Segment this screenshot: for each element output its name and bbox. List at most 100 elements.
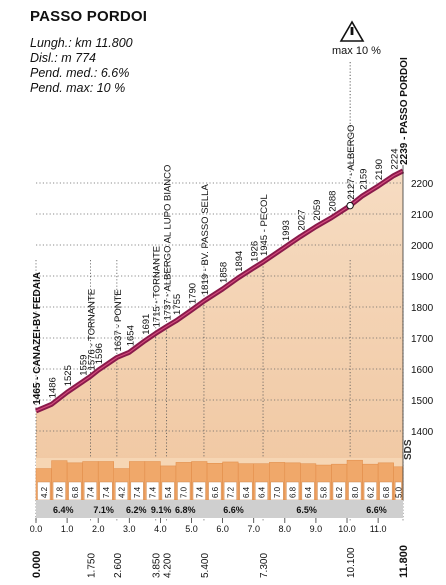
y-tick-label: 1900: [411, 272, 434, 283]
y-tick-label: 1500: [411, 396, 434, 407]
x-tick-label: 6.0: [216, 524, 229, 534]
profile-line-highlight: [35, 170, 404, 412]
segment-slope-label: 7.4: [86, 486, 95, 498]
x-tick-label: 4.0: [154, 524, 167, 534]
distance-marks: 0.000 1.750 2.600 3.850 4.200 5.400 7.300 10.10…: [31, 545, 410, 578]
x-axis-ticks: 0.0 1.0 2.0 3.0 4.0 5.0 6.0 7.0 8.0 9.0 10.0 11.0: [30, 518, 387, 534]
point-labels: 1465 - CANAZEI-BV FEDAIA 1486 1525 15591576…: [32, 57, 410, 405]
sds-logo: SDS: [403, 439, 414, 460]
point-label: 1993: [281, 220, 292, 241]
max-slope-point: [346, 201, 354, 210]
segment-slope-label: 7.4: [102, 486, 111, 498]
point-label: 2239 - PASSO PORDOI: [399, 57, 410, 165]
segment-slope-label: 7.4: [133, 486, 142, 498]
y-tick-label: 2000: [411, 241, 434, 252]
segment-slope-label: 5.4: [164, 486, 173, 498]
slope-band: 4.2 7.8 6.8 7.4 7.4 4.2 7.4 7.4 5.4 7.0 7.4 6.6 7.2 6…: [35, 458, 403, 518]
point-label: 1637 - PONTE: [113, 289, 124, 351]
point-label: 2127 - ALBERGO: [346, 125, 357, 200]
segment-slope-label: 5.8: [320, 486, 329, 498]
max-gradient-label: max 10 %: [332, 45, 381, 57]
segment-slope-label: 4.2: [40, 486, 49, 498]
x-tick-label: 10.0: [338, 524, 356, 534]
y-tick-label: 1800: [411, 303, 434, 314]
segment-slope-label: 7.0: [180, 486, 189, 498]
point-label: 1559: [79, 355, 90, 376]
point-label: 1654: [125, 325, 136, 346]
point-label: 2088: [327, 191, 338, 212]
segment-slope-label: 6.2: [366, 486, 375, 498]
section-slope-strip: [36, 500, 403, 518]
stat-length: Lungh.: km 11.800: [30, 36, 133, 50]
distance-mark-label: 11.800: [398, 545, 410, 578]
x-tick-label: 7.0: [247, 524, 260, 534]
segment-slope-label: 6.6: [211, 486, 220, 498]
section-slope-label: 6.6%: [366, 505, 387, 515]
segment-slope-label: 6.8: [382, 486, 391, 498]
profile-area: [36, 170, 403, 461]
point-label: 1715 - TORNANTE: [152, 246, 163, 327]
point-label: 1486: [48, 377, 59, 398]
x-tick-label: 5.0: [185, 524, 198, 534]
section-slope-label: 7.1%: [93, 505, 114, 515]
distance-mark-label: 0.000: [31, 550, 43, 578]
segment-slope-label: 7.8: [55, 486, 64, 498]
point-label: 1465 - CANAZEI-BV FEDAIA: [32, 272, 43, 405]
section-slope-label: 6.5%: [296, 505, 317, 515]
point-label: 1755: [172, 294, 183, 315]
point-label: 2224: [390, 148, 401, 169]
stat-elevation-gain: Disl.: m 774: [30, 51, 96, 65]
point-label: 1691: [141, 314, 152, 335]
segment-slope-label: 8.0: [351, 486, 360, 498]
segment-slope-label: 6.4: [304, 486, 313, 498]
point-label: 1819 - BV. PASSO SELLA: [200, 184, 211, 296]
section-slope-label: 6.6%: [223, 505, 244, 515]
warning-triangle-inner: [350, 27, 354, 35]
section-slope-label: 6.8%: [175, 505, 196, 515]
y-tick-label: 2200: [411, 179, 434, 190]
point-label: 1596: [94, 343, 105, 364]
point-label: 1576 - TORNANTE: [86, 289, 97, 370]
point-label: 1790: [188, 283, 199, 304]
y-tick-label: 1700: [411, 334, 434, 345]
segment-slope-label: 7.2: [226, 486, 235, 498]
point-label: 1737 - ALBERGO AL LUPO BIANCO: [163, 165, 174, 321]
x-tick-label: 3.0: [123, 524, 136, 534]
x-tick-label: 0.0: [30, 524, 43, 534]
segment-slope-label: 6.2: [335, 486, 344, 498]
segment-slope-label: 7.4: [149, 486, 158, 498]
segment-slope-label: 6.8: [71, 486, 80, 498]
segment-slope-label: 6.4: [257, 486, 266, 498]
distance-mark-label: 5.400: [200, 553, 211, 578]
point-label: 2027: [296, 209, 307, 230]
point-label: 2159: [359, 169, 370, 190]
y-axis-ticks: 1400 1500 1600 1700 1800 1900 2000 2100 2200: [402, 165, 434, 500]
section-slope-label: 9.1%: [151, 505, 172, 515]
segment-slope-label: 5.0: [394, 486, 403, 498]
distance-mark-label: 7.300: [259, 553, 270, 578]
x-tick-label: 2.0: [92, 524, 105, 534]
y-tick-label: 1400: [411, 427, 434, 438]
point-label: 1926: [250, 241, 261, 262]
distance-mark-label: 1.750: [86, 553, 97, 578]
section-slope-label: 6.2%: [126, 505, 147, 515]
distance-mark-label: 10.100: [346, 547, 357, 578]
distance-mark-label: 2.600: [113, 553, 124, 578]
point-label: 2190: [374, 159, 385, 180]
segment-slope-label: 6.8: [289, 486, 298, 498]
page-title: PASSO PORDOI: [30, 8, 148, 25]
point-label: 2059: [312, 200, 323, 221]
profile-area-fill: [36, 170, 403, 461]
y-tick-label: 2100: [411, 210, 434, 221]
point-label: 1894: [234, 251, 245, 272]
stat-average-gradient: Pend. med.: 6.6%: [30, 66, 130, 80]
segment-slope-label: 6.4: [242, 486, 251, 498]
point-label: 1945 - PECOL: [259, 194, 270, 256]
profile-line-group: [35, 62, 405, 414]
segment-slope-label: 7.0: [273, 486, 282, 498]
x-tick-label: 11.0: [370, 524, 387, 534]
section-slope-label: 6.4%: [53, 505, 74, 515]
x-tick-label: 8.0: [279, 524, 292, 534]
climb-stats: Lungh.: km 11.800 Disl.: m 774 Pend. med…: [30, 36, 133, 96]
y-tick-label: 1600: [411, 365, 434, 376]
